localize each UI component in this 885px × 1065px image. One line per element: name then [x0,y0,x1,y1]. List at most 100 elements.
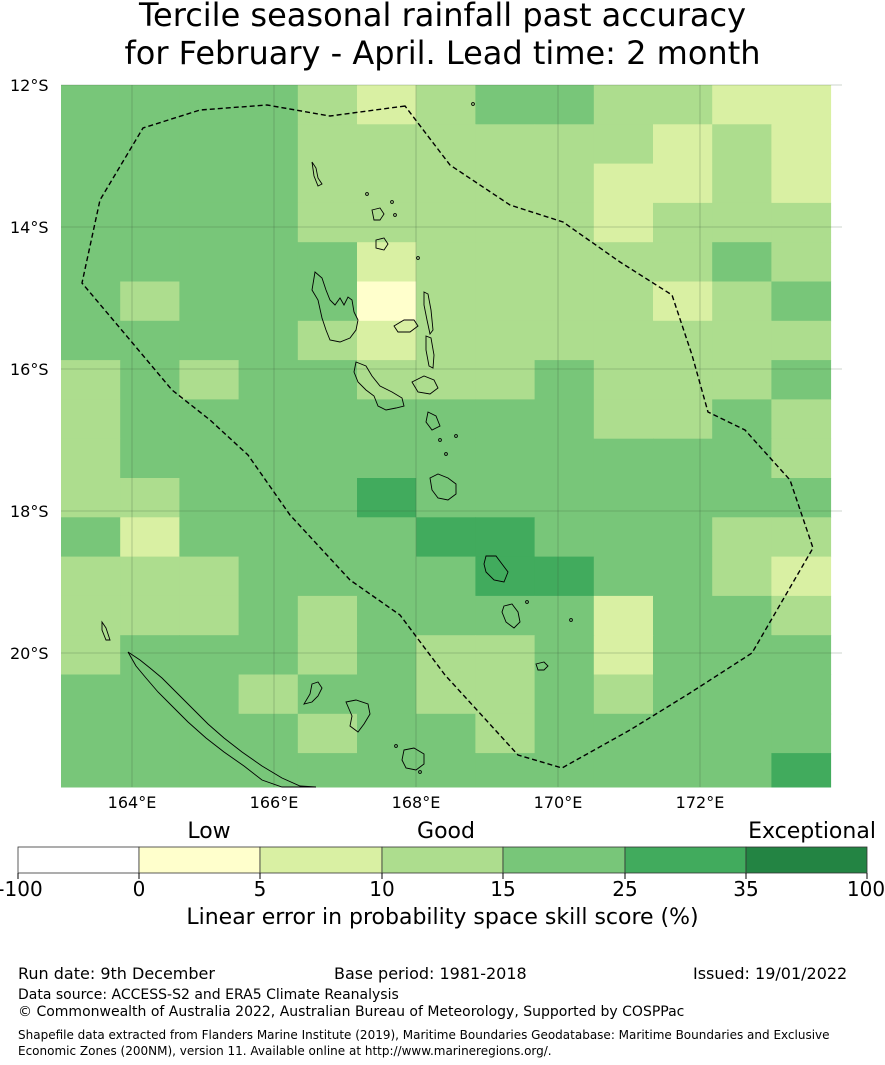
skill-cell [653,438,713,479]
skill-cell [534,595,595,636]
skill-cell [653,242,713,282]
colorbar-tick: -100 [0,877,43,901]
skill-cell [534,399,595,440]
skill-cell [179,281,240,322]
skill-cell [61,360,121,400]
skill-cell [416,595,476,636]
skill-cell [120,320,180,361]
skill-cell [475,753,536,788]
skill-cell [179,242,240,282]
skill-cell [593,242,654,282]
skill-cell [534,713,595,754]
skill-cell [179,674,240,715]
pentecost-island [425,335,435,369]
skill-cell [593,360,654,400]
copyright: © Commonwealth of Australia 2022, Austra… [18,1004,685,1020]
skill-cell [238,438,299,479]
skill-cell [120,85,180,125]
skill-cell [712,595,772,636]
lat-label-18s: 18°S [10,502,49,521]
skill-cell [297,753,358,788]
skill-cell [238,163,299,204]
skill-cell [534,202,595,243]
lon-label-170e: 170°E [533,793,583,812]
small-islet [569,618,573,622]
skill-cell [712,674,772,715]
colorbar-bin [259,846,383,874]
skill-cell [771,85,832,125]
skill-cell [238,595,299,636]
maewo-island [423,291,434,336]
skill-cell [712,478,772,518]
skill-cell [179,517,240,558]
skill-cell [475,85,536,125]
skill-cell [297,438,358,479]
skill-cell [593,124,654,165]
skill-cell [179,124,240,165]
skill-cell [771,399,832,440]
skill-cell [357,320,417,361]
skill-grid-cells [61,85,832,788]
skill-cell [593,281,654,322]
colorbar-bin [745,846,868,874]
skill-cell [475,281,536,322]
skill-cell [61,517,121,558]
skill-cell [297,202,358,243]
skill-cell [771,242,832,282]
skill-cell [593,85,654,125]
skill-cell [120,399,180,440]
skill-cell [475,202,536,243]
skill-cell [120,556,180,597]
skill-cell [61,163,121,204]
skill-cell [357,281,417,322]
chart-title-line1: Tercile seasonal rainfall past accuracy [138,0,747,34]
skill-cell [593,713,654,754]
skill-cell [297,517,358,558]
skill-cell [357,635,417,675]
colorbar-tick: 5 [253,877,267,901]
belep-islands [101,620,111,641]
colorbar-bin [138,846,261,874]
shapefile-credit-line1: Shapefile data extracted from Flanders M… [18,1028,830,1042]
small-islet [416,256,420,260]
land-outlines [101,102,573,788]
skill-cell [771,713,832,754]
skill-cell [593,163,654,204]
skill-cell [179,713,240,754]
skill-cell [475,674,536,715]
skill-cell [179,635,240,675]
skill-cell [712,360,772,400]
skill-cell [771,478,832,518]
skill-cell [416,163,476,204]
skill-cell [238,281,299,322]
shapefile-credit-line2: Economic Zones (200NM), version 11. Avai… [18,1044,552,1058]
small-islet [365,192,369,196]
skill-cell [120,674,180,715]
skill-cell [357,753,417,788]
skill-cell [593,635,654,675]
colorbar-bin [502,846,626,874]
skill-cell [61,713,121,754]
skill-cell [416,635,476,675]
skill-cell [593,595,654,636]
skill-cell [712,753,772,788]
skill-cell [120,242,180,282]
skill-cell [534,478,595,518]
skill-cell [120,163,180,204]
skill-cell [179,753,240,788]
skill-cell [475,124,536,165]
skill-cell [416,360,476,400]
skill-cell [712,281,772,322]
skill-cell [771,517,832,558]
lat-lon-gridlines [61,84,842,787]
colorbar-tick: 0 [132,877,146,901]
skill-cell [179,320,240,361]
skill-cell [416,399,476,440]
tanna-island [501,603,521,629]
skill-cell [357,595,417,636]
skill-cell [238,242,299,282]
skill-cell [416,438,476,479]
skill-cell [534,124,595,165]
skill-cell [238,517,299,558]
